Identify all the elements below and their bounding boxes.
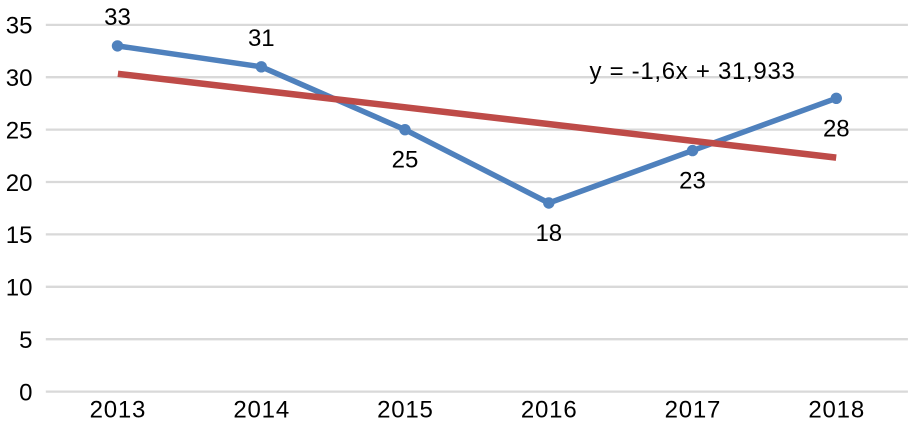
svg-text:25: 25 [6,117,33,144]
svg-text:2016: 2016 [521,397,578,424]
svg-text:y = -1,6x + 31,933: y = -1,6x + 31,933 [590,58,796,85]
svg-text:33: 33 [104,4,131,31]
svg-text:18: 18 [535,220,562,247]
svg-text:35: 35 [6,13,33,40]
svg-text:5: 5 [19,327,32,354]
svg-text:20: 20 [6,170,33,197]
svg-text:10: 10 [6,275,33,302]
svg-text:2017: 2017 [665,397,722,424]
svg-text:2013: 2013 [90,397,147,424]
svg-text:2014: 2014 [233,397,290,424]
svg-text:30: 30 [6,65,33,92]
svg-text:31: 31 [248,25,275,52]
svg-text:28: 28 [823,115,850,142]
svg-text:2018: 2018 [808,397,865,424]
svg-text:23: 23 [679,168,706,195]
svg-text:2015: 2015 [377,397,434,424]
svg-text:15: 15 [6,222,33,249]
svg-text:25: 25 [392,147,419,174]
svg-text:0: 0 [19,379,32,406]
